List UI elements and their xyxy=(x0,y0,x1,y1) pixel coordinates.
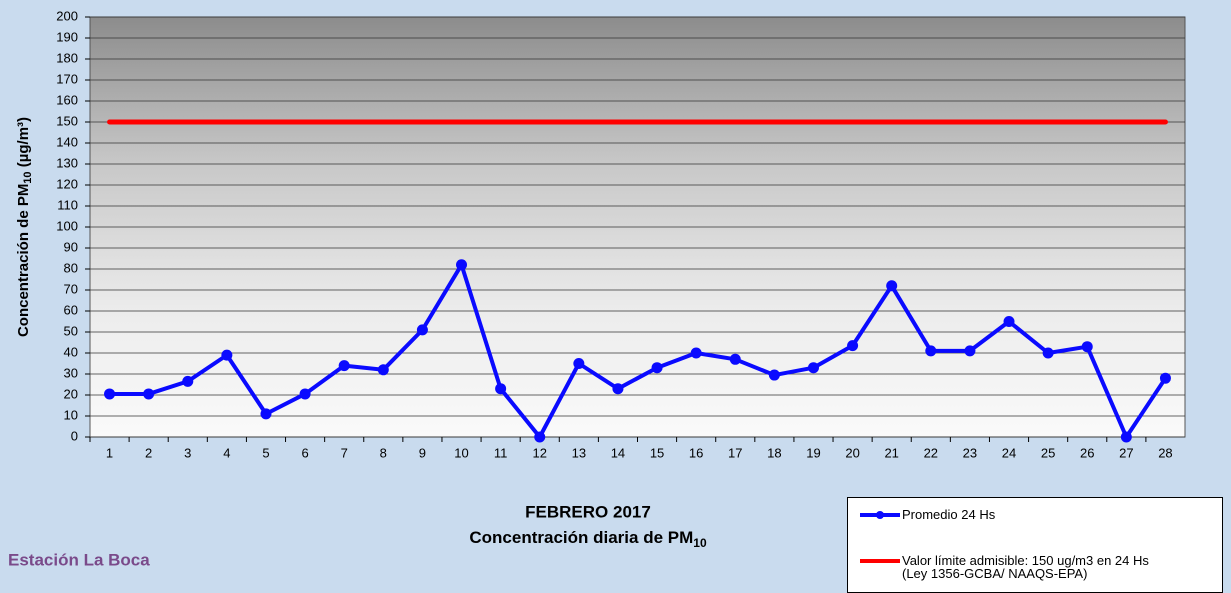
y-tick-label: 120 xyxy=(56,176,78,191)
data-point xyxy=(1003,316,1015,327)
x-tick-label: 28 xyxy=(1158,445,1172,460)
legend-label: Valor límite admisible: 150 ug/m3 en 24 … xyxy=(902,553,1149,581)
legend-swatch xyxy=(860,559,900,563)
data-point xyxy=(690,347,702,359)
x-tick-label: 21 xyxy=(884,445,898,460)
x-tick-label: 22 xyxy=(924,445,938,460)
y-label-text: Concentración de PM xyxy=(15,184,32,337)
x-tick-label: 23 xyxy=(963,445,977,460)
data-point xyxy=(847,340,859,352)
x-tick-label: 20 xyxy=(845,445,859,460)
data-point xyxy=(925,345,937,357)
legend: Promedio 24 Hs Valor límite admisible: 15… xyxy=(847,497,1223,593)
x-tick-label: 1 xyxy=(106,445,113,460)
data-point xyxy=(1042,347,1054,359)
y-tick-label: 160 xyxy=(56,92,78,107)
legend-entry: Valor límite admisible: 150 ug/m3 en 24 … xyxy=(858,554,1149,580)
y-axis-label: Concentración de PM10 (µg/m³) xyxy=(15,117,34,337)
x-tick-label: 3 xyxy=(184,445,191,460)
x-tick-label: 26 xyxy=(1080,445,1094,460)
data-point xyxy=(886,280,898,292)
y-tick-label: 110 xyxy=(57,197,78,212)
data-point xyxy=(456,259,468,271)
x-tick-label: 15 xyxy=(650,445,664,460)
data-point xyxy=(260,408,272,420)
y-tick-label: 180 xyxy=(56,50,78,65)
x-tick-label: 10 xyxy=(454,445,468,460)
legend-swatch xyxy=(860,511,900,519)
x-tick-label: 11 xyxy=(494,445,508,460)
y-tick-label: 80 xyxy=(64,260,78,275)
data-point xyxy=(338,360,350,372)
y-label-sub: 10 xyxy=(22,171,34,183)
data-point xyxy=(182,375,194,387)
x-tick-label: 5 xyxy=(262,445,269,460)
y-tick-label: 40 xyxy=(64,344,78,359)
x-tick-label: 25 xyxy=(1041,445,1055,460)
data-point xyxy=(807,362,819,374)
data-point xyxy=(495,383,507,395)
y-tick-label: 140 xyxy=(56,134,78,149)
data-point xyxy=(729,353,741,365)
x-tick-label: 24 xyxy=(1002,445,1016,460)
y-tick-label: 190 xyxy=(56,29,78,44)
legend-label: Promedio 24 Hs xyxy=(902,507,996,522)
x-tick-label: 8 xyxy=(380,445,387,460)
data-point xyxy=(573,358,585,369)
subtitle-text: Concentración diaria de PM xyxy=(469,528,693,547)
y-tick-label: 50 xyxy=(64,323,78,338)
x-tick-label: 6 xyxy=(301,445,308,460)
y-tick-label: 200 xyxy=(56,8,78,23)
y-tick-label: 90 xyxy=(64,239,78,254)
x-tick-label: 7 xyxy=(341,445,348,460)
x-tick-label: 4 xyxy=(223,445,230,460)
x-tick-label: 2 xyxy=(145,445,152,460)
y-tick-label: 70 xyxy=(64,281,78,296)
chart-title: FEBRERO 2017 xyxy=(525,502,651,521)
series-line xyxy=(107,262,1168,439)
station-label: Estación La Boca xyxy=(8,550,150,569)
y-tick-label: 0 xyxy=(71,428,78,443)
y-tick-label: 100 xyxy=(56,218,78,233)
x-tick-label: 18 xyxy=(767,445,781,460)
data-point xyxy=(221,349,233,361)
y-label-unit: (µg/m³) xyxy=(15,117,32,171)
x-tick-label: 14 xyxy=(611,445,625,460)
data-point xyxy=(1081,341,1093,353)
y-tick-label: 60 xyxy=(64,302,78,317)
data-point xyxy=(534,431,546,443)
x-tick-label: 13 xyxy=(572,445,586,460)
x-tick-label: 19 xyxy=(806,445,820,460)
y-tick-label: 170 xyxy=(56,71,78,86)
legend-entry: Promedio 24 Hs xyxy=(858,508,995,522)
subtitle-sub: 10 xyxy=(693,536,707,550)
x-tick-label: 9 xyxy=(419,445,426,460)
y-tick-label: 130 xyxy=(56,155,78,170)
data-point xyxy=(768,369,780,381)
data-point xyxy=(143,388,155,400)
y-tick-label: 20 xyxy=(64,386,78,401)
x-tick-label: 17 xyxy=(728,445,742,460)
chart-subtitle: Concentración diaria de PM10 xyxy=(469,528,707,550)
y-tick-label: 150 xyxy=(56,113,78,128)
x-tick-label: 16 xyxy=(689,445,703,460)
data-point xyxy=(299,388,311,400)
data-point xyxy=(1159,372,1171,384)
legend-marker xyxy=(876,511,884,519)
data-point xyxy=(104,388,116,400)
data-point xyxy=(1120,431,1132,443)
y-tick-label: 30 xyxy=(64,365,78,380)
data-point xyxy=(651,362,663,374)
data-point xyxy=(612,383,624,395)
x-tick-label: 27 xyxy=(1119,445,1133,460)
x-tick-label: 12 xyxy=(532,445,546,460)
data-point xyxy=(964,345,976,357)
y-tick-label: 10 xyxy=(64,407,78,422)
data-point xyxy=(377,364,389,376)
data-point xyxy=(416,324,428,336)
